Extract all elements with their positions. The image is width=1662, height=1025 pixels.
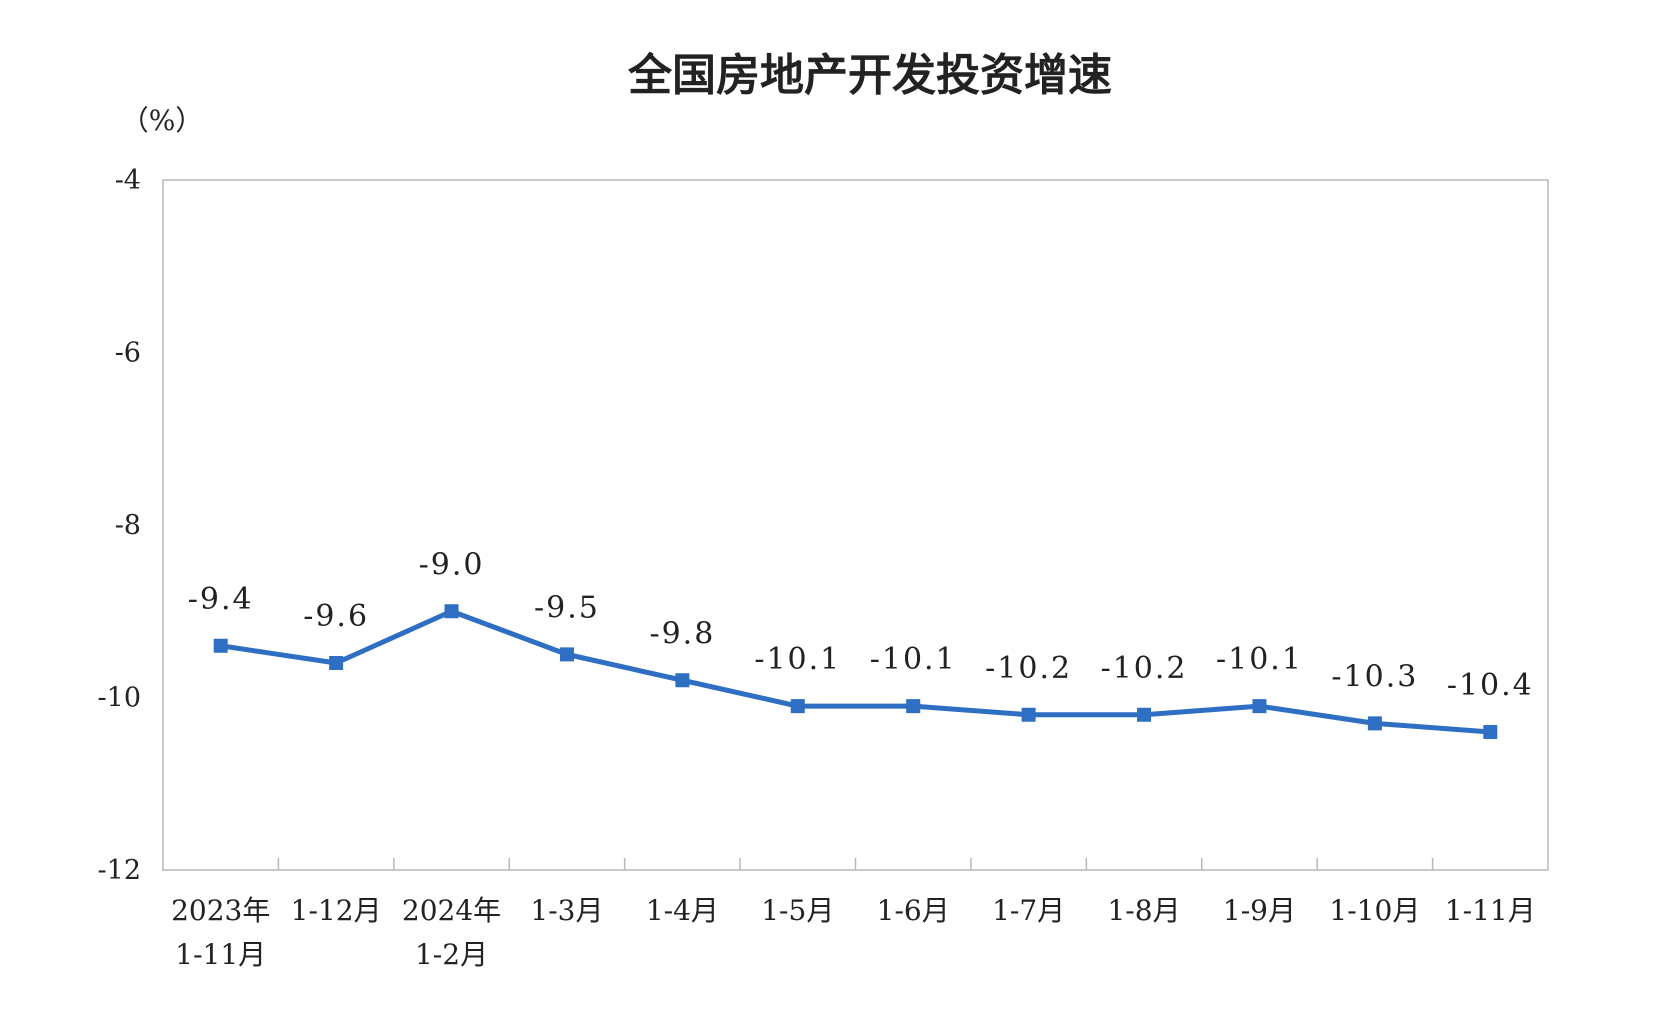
x-axis: 2023年 1-11月 1-12月 2024年 1-2月 1-3月 1-4月 1-5月 1-6月… [171, 858, 1536, 971]
y-tick-label: -8 [115, 510, 141, 541]
x-tick-label: 1-11月 [1445, 894, 1536, 927]
y-tick-label: -6 [115, 338, 141, 369]
x-tick-label: 1-7月 [992, 894, 1065, 927]
data-point-marker [906, 699, 921, 714]
data-point-marker [329, 656, 344, 670]
data-label: -9.5 [534, 590, 600, 625]
x-tick-label: 1-10月 [1329, 894, 1420, 927]
data-point-marker [1137, 707, 1152, 722]
data-label: -9.4 [188, 582, 254, 617]
data-label: -10.2 [1101, 651, 1188, 686]
y-axis-unit-label: （%） [121, 104, 204, 137]
data-point-marker [444, 604, 459, 619]
data-point-marker [213, 638, 228, 653]
data-point-marker [675, 673, 690, 688]
y-tick-label: -12 [98, 855, 141, 886]
series-line [218, 608, 1493, 735]
data-label: -10.2 [985, 651, 1072, 686]
x-tick-label: 2023年 [171, 894, 270, 927]
data-point-marker [1252, 699, 1267, 714]
data-label: -9.8 [649, 616, 715, 651]
y-tick-label: -10 [98, 683, 141, 714]
data-point-marker [1483, 725, 1498, 739]
x-tick-label: 1-9月 [1223, 894, 1296, 927]
data-label: -9.0 [419, 547, 485, 582]
x-tick-label: 1-11月 [175, 938, 266, 971]
data-point-marker [1367, 716, 1382, 731]
chart-title: 全国房地产开发投资增速 [627, 50, 1112, 101]
data-point-marker [1021, 707, 1036, 722]
plot-area-frame [162, 179, 1549, 871]
x-tick-label: 1-5月 [761, 894, 834, 927]
data-point-marker [559, 647, 574, 662]
data-label: -10.1 [1216, 642, 1303, 677]
x-tick-label: 2024年 [402, 894, 501, 927]
x-tick-label: 1-8月 [1107, 894, 1180, 927]
data-point-marker [790, 699, 805, 714]
data-label: -10.3 [1331, 659, 1418, 694]
data-label: -10.1 [870, 642, 957, 677]
data-label: -9.6 [303, 599, 369, 634]
series-layer: -9.4 -9.6 -9.0 -9.5 -9.8 -10.1 -10.1 -10.2 -10.2… [188, 547, 1534, 739]
y-axis: -4 -6 -8 -10 -12 [98, 165, 141, 886]
data-label: -10.1 [754, 642, 841, 677]
x-tick-label: 1-6月 [877, 894, 950, 927]
x-tick-label: 1-12月 [291, 894, 382, 927]
x-tick-label: 1-3月 [530, 894, 603, 927]
x-tick-label: 1-4月 [646, 894, 719, 927]
y-tick-label: -4 [115, 165, 141, 196]
data-label: -10.4 [1447, 668, 1534, 703]
x-tick-label: 1-2月 [415, 938, 488, 971]
